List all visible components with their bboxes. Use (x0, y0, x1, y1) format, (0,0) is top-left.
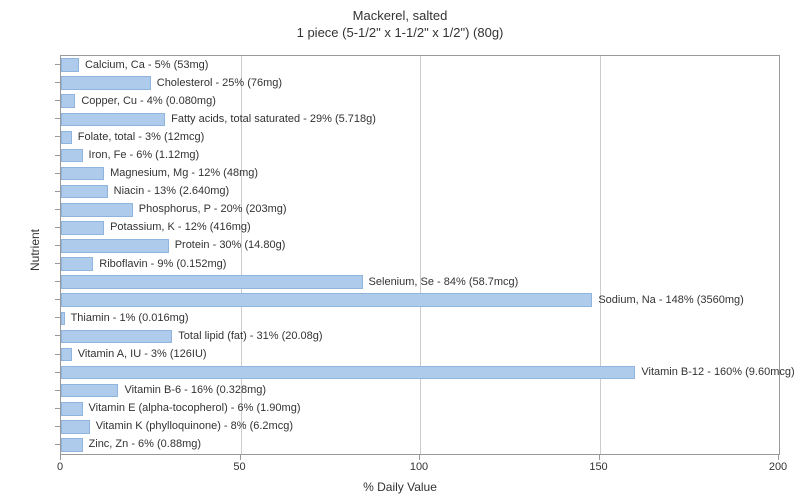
y-tick (55, 390, 60, 391)
y-tick (55, 444, 60, 445)
x-tick (60, 455, 61, 460)
chart-title-line1: Mackerel, salted (0, 8, 800, 25)
nutrient-bar-label: Iron, Fe - 6% (1.12mg) (89, 150, 200, 161)
nutrient-bar-label: Niacin - 13% (2.640mg) (114, 186, 230, 197)
gridline (420, 56, 421, 454)
nutrient-bar (61, 185, 108, 199)
x-tick-label: 50 (233, 461, 245, 473)
nutrient-bar-label: Copper, Cu - 4% (0.080mg) (81, 96, 216, 107)
nutrient-bar-label: Thiamin - 1% (0.016mg) (71, 313, 189, 324)
nutrient-bar-label: Phosphorus, P - 20% (203mg) (139, 204, 287, 215)
nutrient-bar-label: Riboflavin - 9% (0.152mg) (99, 259, 226, 270)
y-tick (55, 263, 60, 264)
y-tick (55, 155, 60, 156)
y-tick (55, 245, 60, 246)
y-tick (55, 408, 60, 409)
x-axis-title: % Daily Value (0, 480, 800, 494)
nutrient-bar-label: Total lipid (fat) - 31% (20.08g) (178, 331, 322, 342)
nutrient-bar-label: Potassium, K - 12% (416mg) (110, 222, 251, 233)
nutrient-bar-label: Vitamin B-12 - 160% (9.60mcg) (641, 367, 794, 378)
nutrient-bar (61, 221, 104, 235)
nutrient-bar-label: Zinc, Zn - 6% (0.88mg) (89, 439, 201, 450)
nutrient-bar (61, 257, 93, 271)
y-tick (55, 317, 60, 318)
nutrient-bar (61, 113, 165, 127)
nutrient-bar (61, 420, 90, 434)
y-tick (55, 281, 60, 282)
nutrient-bar (61, 239, 169, 253)
plot-area: Calcium, Ca - 5% (53mg) Cholesterol - 25%… (60, 55, 780, 455)
nutrient-bar (61, 203, 133, 217)
nutrient-bar-label: Protein - 30% (14.80g) (175, 240, 286, 251)
y-tick (55, 100, 60, 101)
nutrient-bar (61, 131, 72, 145)
nutrient-bar-label: Vitamin B-6 - 16% (0.328mg) (124, 385, 266, 396)
nutrient-chart: Mackerel, salted 1 piece (5-1/2" x 1-1/2… (0, 0, 800, 500)
y-tick (55, 173, 60, 174)
x-tick-label: 200 (769, 461, 787, 473)
x-tick-label: 0 (57, 461, 63, 473)
nutrient-bar-label: Magnesium, Mg - 12% (48mg) (110, 168, 258, 179)
nutrient-bar (61, 438, 83, 452)
nutrient-bar (61, 275, 363, 289)
y-tick (55, 191, 60, 192)
nutrient-bar-label: Fatty acids, total saturated - 29% (5.71… (171, 114, 376, 125)
nutrient-bar-label: Vitamin E (alpha-tocopherol) - 6% (1.90m… (89, 403, 301, 414)
gridline (241, 56, 242, 454)
x-tick (419, 455, 420, 460)
y-tick (55, 299, 60, 300)
nutrient-bar (61, 167, 104, 181)
nutrient-bar (61, 76, 151, 90)
y-tick (55, 64, 60, 65)
gridline (600, 56, 601, 454)
nutrient-bar (61, 402, 83, 416)
y-tick (55, 227, 60, 228)
y-tick (55, 372, 60, 373)
x-tick-label: 150 (589, 461, 607, 473)
x-tick-label: 100 (410, 461, 428, 473)
nutrient-bar-label: Vitamin A, IU - 3% (126IU) (78, 349, 207, 360)
nutrient-bar-label: Folate, total - 3% (12mcg) (78, 132, 205, 143)
chart-title-block: Mackerel, salted 1 piece (5-1/2" x 1-1/2… (0, 8, 800, 42)
nutrient-bar-label: Sodium, Na - 148% (3560mg) (598, 295, 744, 306)
nutrient-bar (61, 312, 65, 326)
y-axis-title: Nutrient (28, 229, 42, 271)
y-tick (55, 354, 60, 355)
y-tick (55, 82, 60, 83)
nutrient-bar (61, 58, 79, 72)
x-tick (599, 455, 600, 460)
y-tick (55, 118, 60, 119)
y-tick (55, 426, 60, 427)
nutrient-bar (61, 149, 83, 163)
nutrient-bar (61, 293, 592, 307)
nutrient-bar (61, 348, 72, 362)
nutrient-bar-label: Vitamin K (phylloquinone) - 8% (6.2mcg) (96, 421, 293, 432)
nutrient-bar (61, 366, 635, 380)
y-tick (55, 209, 60, 210)
x-tick (778, 455, 779, 460)
nutrient-bar-label: Selenium, Se - 84% (58.7mcg) (369, 277, 519, 288)
x-tick (240, 455, 241, 460)
nutrient-bar (61, 330, 172, 344)
nutrient-bar-label: Calcium, Ca - 5% (53mg) (85, 60, 208, 71)
y-tick (55, 136, 60, 137)
nutrient-bar (61, 94, 75, 108)
nutrient-bar (61, 384, 118, 398)
chart-title-line2: 1 piece (5-1/2" x 1-1/2" x 1/2") (80g) (0, 25, 800, 42)
nutrient-bar-label: Cholesterol - 25% (76mg) (157, 78, 282, 89)
y-tick (55, 335, 60, 336)
